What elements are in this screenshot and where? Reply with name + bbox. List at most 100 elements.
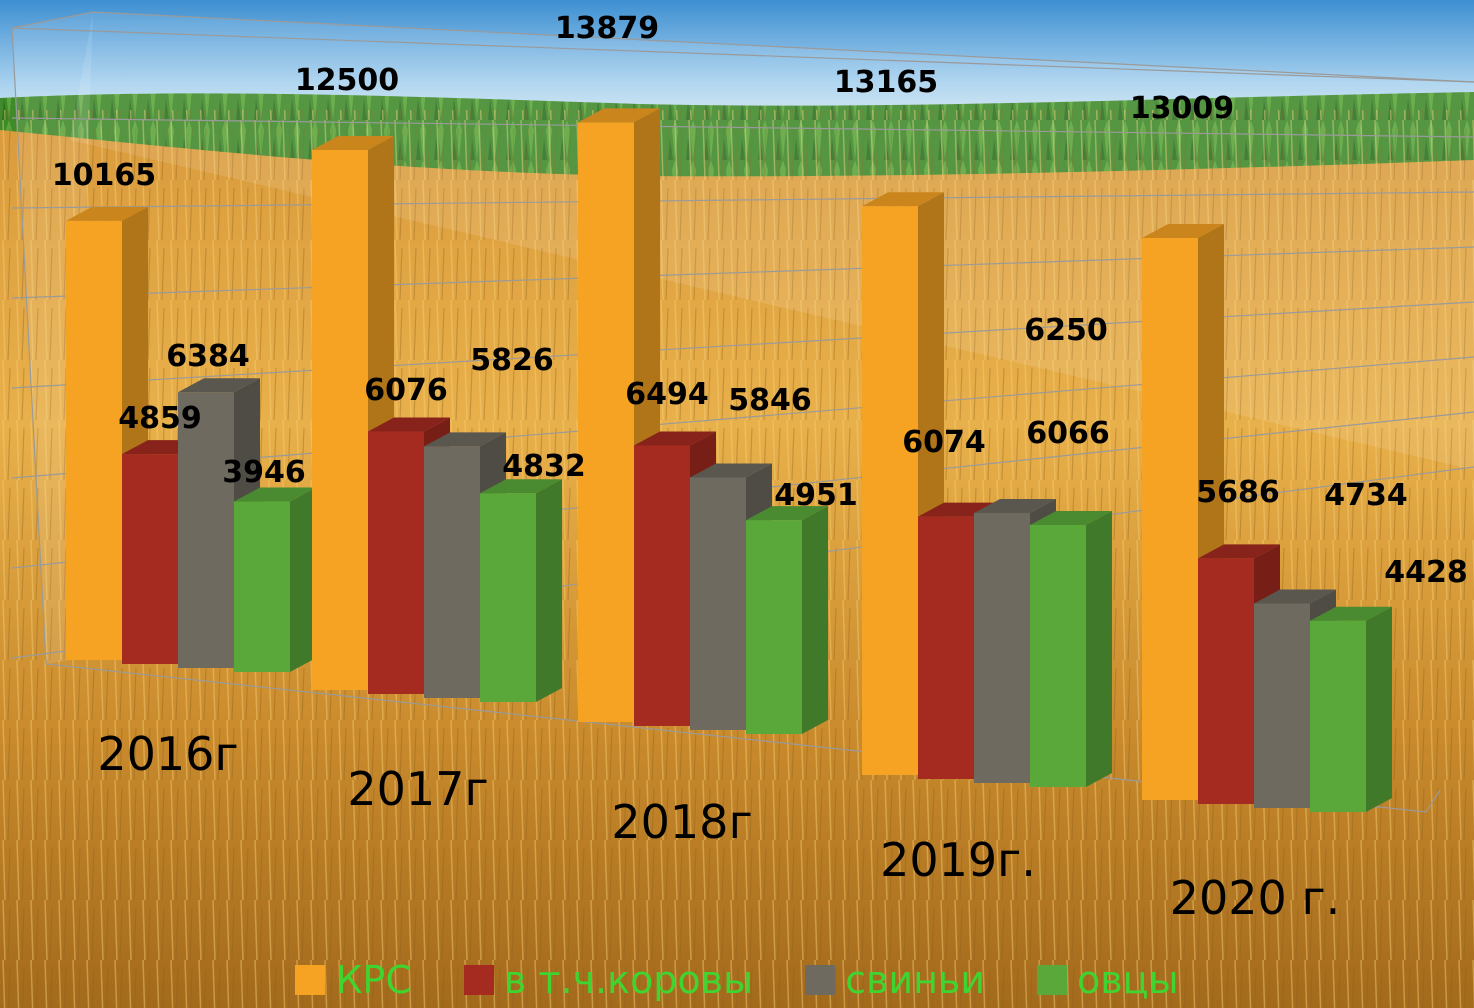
value-label: 5846 [728, 383, 812, 418]
bar-0-0 [66, 206, 148, 660]
value-label: 6384 [166, 339, 250, 374]
value-label: 6066 [1026, 416, 1110, 451]
value-label: 4951 [774, 478, 858, 513]
value-label: 6250 [1024, 313, 1108, 348]
bar-front [480, 493, 536, 702]
bar-front [234, 501, 290, 672]
bar-front [746, 520, 802, 734]
gridline [11, 27, 1474, 83]
legend-swatch [463, 965, 494, 995]
bar-front [122, 454, 178, 664]
category-label: 2016г [97, 727, 238, 781]
value-label: 6494 [625, 377, 709, 412]
bar-top [1198, 544, 1280, 559]
value-label: 6074 [902, 425, 986, 460]
value-label: 4859 [118, 401, 202, 436]
bar-top [578, 108, 660, 123]
value-labels: 10165 4859 6384 3946 12500 6076 5826 4832 13879 6… [52, 11, 1468, 590]
bar-top [634, 431, 716, 446]
value-label: 13879 [555, 11, 659, 46]
value-label: 13165 [834, 65, 938, 100]
frame-floor-edge [45, 663, 1441, 813]
value-label: 4734 [1324, 478, 1408, 513]
bar-side [1086, 510, 1112, 787]
category-labels: 2016г 2017г 2018г 2019г. 2020 г. [97, 727, 1340, 925]
bar-front [66, 220, 122, 660]
legend-label: овцы [1077, 958, 1179, 1002]
gridline [11, 301, 1474, 389]
legend: КРС в т.ч.коровы свиньи овцы [0, 955, 1474, 1005]
bar-front [690, 477, 746, 730]
bar-top [974, 499, 1056, 513]
category-label: 2017г [347, 762, 488, 816]
bar-front [424, 446, 480, 698]
bars [66, 108, 1392, 812]
bar-front [1310, 620, 1366, 812]
bar-top [424, 432, 506, 447]
gridline [11, 191, 1474, 209]
bar-top [480, 479, 562, 494]
bar-front [1254, 603, 1310, 808]
legend-label: свиньи [845, 958, 986, 1002]
legend-item: овцы [1037, 958, 1179, 1002]
bar-front [1030, 524, 1086, 787]
bar-3-0 [234, 487, 316, 672]
value-label: 4428 [1384, 555, 1468, 590]
value-label: 5686 [1196, 475, 1280, 510]
bar-3-3 [1030, 510, 1112, 787]
bar-front [368, 431, 424, 694]
bar-top [178, 378, 260, 393]
bar-top [1254, 589, 1336, 604]
value-label: 5826 [470, 343, 554, 378]
bar-top [368, 417, 450, 432]
bar-top [862, 192, 944, 207]
gridlines [11, 11, 1474, 813]
legend-swatch [805, 965, 836, 995]
value-label: 10165 [52, 158, 156, 193]
bar-top [66, 206, 148, 221]
bar-side [802, 506, 828, 734]
gridline [11, 117, 1474, 138]
bar-side [536, 479, 562, 702]
value-label: 4832 [502, 449, 586, 484]
bar-top [1030, 510, 1112, 525]
bar-3-1 [480, 479, 562, 702]
category-label: 2020 г. [1170, 871, 1340, 925]
legend-swatch [295, 965, 326, 995]
bar-front [862, 206, 918, 776]
category-label: 2019г. [880, 833, 1036, 887]
legend-item: в т.ч.коровы [463, 958, 754, 1002]
category-label: 2018г [611, 795, 752, 849]
bar-top [312, 136, 394, 150]
bar-front [974, 513, 1030, 783]
value-label: 3946 [222, 455, 306, 490]
value-label: 6076 [364, 373, 448, 408]
bar-side [290, 487, 316, 672]
bar-side [1366, 606, 1392, 812]
bar-front [634, 445, 690, 726]
bar-top [1310, 606, 1392, 621]
bar-top [746, 506, 828, 521]
legend-item: КРС [295, 958, 412, 1002]
value-label: 12500 [295, 63, 399, 98]
bar-3-2 [746, 506, 828, 734]
gridline [11, 246, 1474, 299]
legend-label: КРС [335, 958, 412, 1002]
bar-top [234, 487, 316, 502]
bar-front [178, 392, 234, 668]
value-label: 13009 [1130, 91, 1234, 126]
bar-front [578, 122, 634, 723]
legend-label: в т.ч.коровы [503, 958, 754, 1002]
bar-front [1142, 238, 1198, 800]
bar-top [690, 463, 772, 478]
bar-3-4 [1310, 606, 1392, 812]
bar-top [1142, 224, 1224, 239]
bar-front [918, 516, 974, 779]
bar-front [1198, 558, 1254, 804]
legend-item: свиньи [805, 958, 985, 1002]
frame-left-edge [11, 27, 47, 665]
frame-top-edge [11, 11, 1474, 83]
bar-front [312, 150, 368, 690]
legend-swatch [1037, 965, 1068, 995]
